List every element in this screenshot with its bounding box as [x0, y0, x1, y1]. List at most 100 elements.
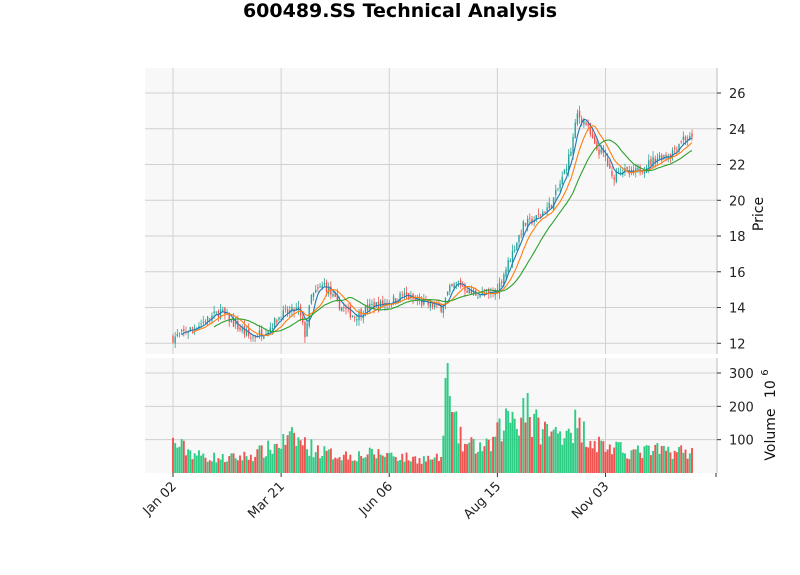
- volume-bar: [381, 455, 384, 473]
- candle-body: [650, 159, 652, 165]
- candle-body: [241, 328, 243, 331]
- candle-body: [501, 281, 503, 283]
- volume-bar: [325, 450, 328, 473]
- volume-bar: [665, 450, 667, 473]
- candle-body: [286, 309, 289, 314]
- volume-bar: [355, 461, 358, 473]
- volume-bar: [463, 443, 466, 473]
- volume-bar: [647, 445, 650, 473]
- candle-body: [371, 304, 373, 305]
- candle-body: [222, 309, 224, 312]
- volume-tick-label: 100: [729, 434, 754, 449]
- candle-body: [596, 142, 598, 150]
- volume-bar: [582, 421, 585, 473]
- candle-body: [609, 164, 611, 169]
- volume-bar: [533, 413, 536, 473]
- volume-bar: [459, 426, 462, 473]
- candle-body: [449, 285, 451, 292]
- candle-body: [581, 118, 583, 123]
- candle-body: [235, 322, 237, 325]
- candle-body: [451, 283, 453, 287]
- candle-body: [258, 330, 261, 335]
- candle-body: [604, 154, 607, 157]
- candle-body: [408, 293, 410, 300]
- volume-bar: [362, 458, 365, 473]
- volume-bar: [371, 448, 373, 473]
- candle-body: [643, 170, 646, 174]
- candle-body: [373, 302, 375, 309]
- candle-body: [613, 177, 615, 180]
- candle-body: [494, 289, 496, 296]
- volume-axis-label-name: Volume: [763, 409, 779, 461]
- candle-body: [619, 172, 622, 174]
- candle-body: [507, 259, 509, 272]
- volume-bar: [630, 450, 633, 473]
- volume-bar: [658, 453, 661, 473]
- volume-bar: [548, 436, 551, 473]
- candle-body: [230, 319, 233, 323]
- volume-bar: [416, 463, 419, 473]
- candle-body: [202, 321, 204, 323]
- candle-body: [555, 189, 557, 196]
- volume-bar: [208, 460, 211, 473]
- volume-bar: [265, 456, 267, 473]
- candle-body: [295, 307, 297, 310]
- candle-body: [211, 315, 213, 321]
- candle-body: [488, 289, 490, 293]
- candle-body: [570, 151, 572, 156]
- volume-bar: [572, 442, 575, 473]
- volume-bar: [254, 456, 257, 473]
- volume-bar: [639, 452, 642, 473]
- candle-body: [518, 234, 520, 243]
- candle-body: [542, 211, 544, 216]
- candle-body: [648, 160, 650, 168]
- volume-bar: [615, 441, 618, 473]
- candle-body: [289, 310, 291, 313]
- x-tick-label: Aug 15: [461, 479, 504, 522]
- candle-body: [477, 297, 479, 299]
- volume-tick-label: 200: [729, 400, 754, 415]
- volume-bar: [552, 429, 555, 473]
- volume-bar: [278, 447, 280, 473]
- price-tick-label: 20: [729, 194, 746, 209]
- volume-bar: [574, 409, 577, 473]
- volume-bar: [399, 460, 402, 473]
- volume-bar: [334, 457, 337, 473]
- volume-bar: [189, 450, 192, 473]
- candle-body: [291, 306, 293, 311]
- volume-bar: [619, 442, 622, 473]
- candle-body: [269, 327, 272, 331]
- volume-bar: [680, 445, 683, 473]
- volume-bar: [217, 458, 220, 473]
- candle-body: [395, 298, 397, 302]
- volume-bar: [366, 454, 369, 473]
- volume-bar: [386, 453, 389, 473]
- candle-body: [591, 133, 594, 139]
- candle-body: [524, 222, 527, 226]
- candle-body: [338, 300, 341, 310]
- candle-body: [375, 302, 377, 307]
- candle-body: [583, 120, 585, 125]
- candle-body: [561, 176, 563, 185]
- candle-body: [282, 310, 284, 318]
- volume-bar: [342, 454, 345, 473]
- volume-bar: [241, 460, 244, 473]
- candle-body: [535, 215, 537, 220]
- x-tick-label: Jun 06: [356, 479, 396, 519]
- volume-bar: [554, 426, 557, 473]
- candle-body: [459, 280, 462, 286]
- candle-body: [606, 158, 609, 166]
- volume-bar: [617, 442, 620, 473]
- volume-bar: [329, 448, 332, 473]
- volume-bar: [611, 454, 613, 473]
- volume-bar: [407, 460, 410, 473]
- candle-body: [654, 158, 656, 163]
- candle-body: [392, 296, 395, 304]
- candle-body: [423, 299, 425, 305]
- volume-bar: [440, 457, 443, 473]
- volume-bar: [593, 441, 596, 473]
- volume-bar: [383, 456, 386, 473]
- volume-bar: [258, 445, 261, 473]
- volume-bar: [210, 461, 213, 473]
- volume-bar: [280, 448, 283, 473]
